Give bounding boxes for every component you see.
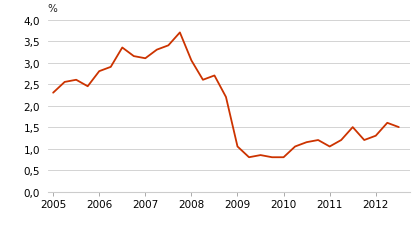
Text: %: % — [47, 4, 57, 14]
